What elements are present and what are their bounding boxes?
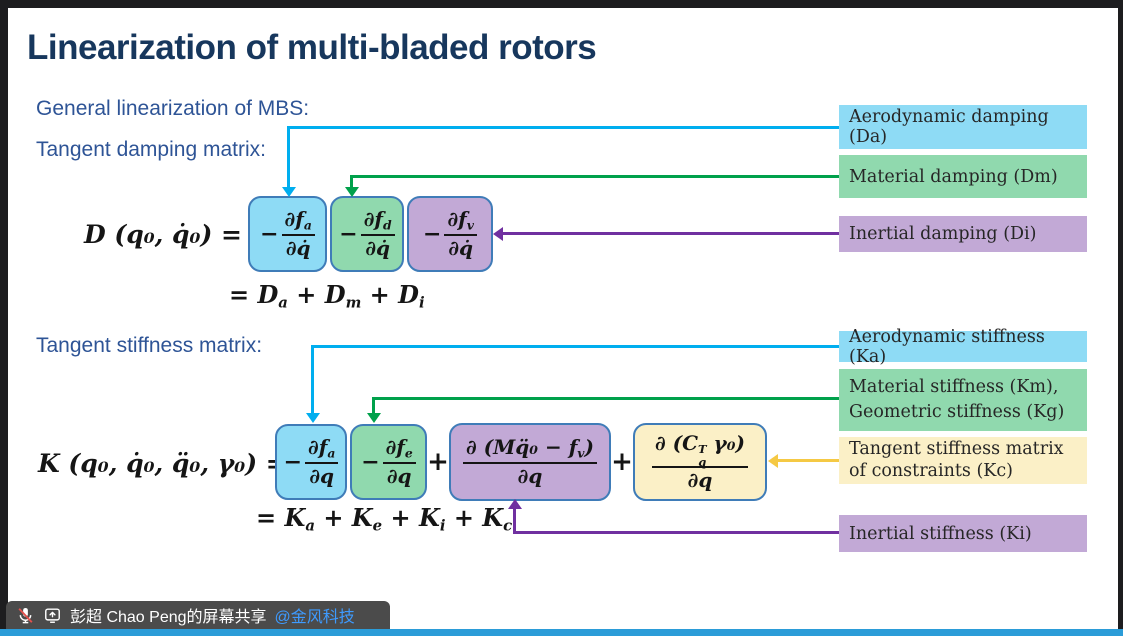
legend-label: Aerodynamic damping (Da) <box>849 107 1049 147</box>
legend-label: Material damping (Dm) <box>849 166 1058 187</box>
fraction-dfv-dqdot: ∂fv ∂q̇ <box>444 208 477 260</box>
minus-sign: − <box>283 449 303 475</box>
minus-sign: − <box>260 221 279 247</box>
arrow-constraint-stiffness-head <box>768 454 778 468</box>
fraction-dfe-dq: ∂fe ∂q <box>382 436 416 488</box>
stiffness-sum-line: = Ka + Ke + Ki + Kc <box>256 503 513 535</box>
arrow-inertial-stiffness-head <box>508 499 522 509</box>
arrow-material-damping-horizontal <box>350 175 839 178</box>
minus-sign: − <box>339 221 358 247</box>
fraction-dfd-dqdot: ∂fd ∂q̇ <box>360 208 395 260</box>
share-border-strip <box>0 629 1123 636</box>
minus-sign: − <box>423 221 442 247</box>
arrow-material-damping-head <box>345 187 359 197</box>
term-box-aerodynamic-damping: − ∂fa ∂q̇ <box>248 196 327 272</box>
subheading-tangent-damping: Tangent damping matrix: <box>36 138 266 161</box>
legend-label: Tangent stiffness matrix of constraints … <box>849 438 1064 481</box>
damping-sum-line: = Da + Dm + Di <box>229 280 425 312</box>
term-box-material-stiffness: − ∂fe ∂q <box>350 424 427 500</box>
arrow-material-stiffness-head <box>367 413 381 423</box>
subheading-general-linearization: General linearization of MBS: <box>36 97 310 120</box>
slide-title: Linearization of multi-bladed rotors <box>27 28 597 67</box>
mic-muted-icon <box>16 606 35 625</box>
arrow-inertial-damping-horizontal <box>502 232 839 235</box>
damping-equation-lhs: D (q₀, q̇₀) = <box>84 219 242 249</box>
arrow-material-stiffness-horizontal <box>372 397 839 400</box>
arrow-inertial-stiffness-horizontal <box>513 531 839 534</box>
arrow-aero-damping-head <box>282 187 296 197</box>
stiffness-equation-lhs: K (q₀, q̇₀, q̈₀, γ₀) = <box>38 448 287 478</box>
legend-aerodynamic-stiffness: Aerodynamic stiffness (Ka) <box>839 327 1087 367</box>
minus-sign: − <box>361 449 380 475</box>
arrow-aero-stiffness-head <box>306 413 320 423</box>
arrow-aero-damping-vertical <box>287 126 290 188</box>
fraction-dfa-dqdot: ∂fa ∂q̇ <box>281 208 315 260</box>
legend-label: Inertial damping (Di) <box>849 224 1037 244</box>
fraction-dfa-dq: ∂fa ∂q <box>305 436 339 488</box>
subheading-tangent-stiffness: Tangent stiffness matrix: <box>36 334 263 357</box>
arrow-inertial-stiffness-vertical <box>513 508 516 531</box>
window-frame-left <box>0 0 8 636</box>
legend-label: Material stiffness (Km), Geometric stiff… <box>849 376 1065 422</box>
fraction-inertial: ∂ (Mq̈₀ − fv) ∂q <box>463 436 597 488</box>
legend-material-geometric-stiffness: Material stiffness (Km), Geometric stiff… <box>839 369 1087 431</box>
arrow-inertial-damping-head <box>493 227 503 241</box>
plus-sign: + <box>611 447 633 477</box>
arrow-material-stiffness-vertical <box>372 397 375 414</box>
screen-share-icon <box>43 606 62 625</box>
term-box-inertial-stiffness: ∂ (Mq̈₀ − fv) ∂q <box>449 423 611 501</box>
legend-constraint-stiffness: Tangent stiffness matrix of constraints … <box>839 437 1087 484</box>
share-link[interactable]: @金风科技 <box>274 609 355 626</box>
legend-inertial-damping: Inertial damping (Di) <box>839 216 1087 252</box>
term-box-material-damping: − ∂fd ∂q̇ <box>330 196 404 272</box>
term-box-aerodynamic-stiffness: − ∂fa ∂q <box>275 424 347 500</box>
legend-label: Aerodynamic stiffness (Ka) <box>849 326 1045 367</box>
arrow-constraint-stiffness-horizontal <box>777 459 839 462</box>
legend-material-damping: Material damping (Dm) <box>839 155 1087 198</box>
arrow-aero-stiffness-vertical <box>311 345 314 414</box>
term-box-inertial-damping: − ∂fv ∂q̇ <box>407 196 493 272</box>
legend-label: Inertial stiffness (Ki) <box>849 523 1032 544</box>
legend-inertial-stiffness: Inertial stiffness (Ki) <box>839 515 1087 552</box>
arrow-aero-damping-horizontal <box>287 126 839 129</box>
screen-share-indicator: 彭超 Chao Peng的屏幕共享 @金风科技 <box>6 601 390 629</box>
window-frame-right <box>1118 0 1123 636</box>
arrow-aero-stiffness-horizontal <box>311 345 839 348</box>
share-text: 彭超 Chao Peng的屏幕共享 <box>70 609 267 626</box>
arrow-material-damping-vertical <box>350 175 353 188</box>
legend-aerodynamic-damping: Aerodynamic damping (Da) <box>839 105 1087 149</box>
plus-sign: + <box>427 447 449 477</box>
window-frame-top <box>0 0 1123 8</box>
